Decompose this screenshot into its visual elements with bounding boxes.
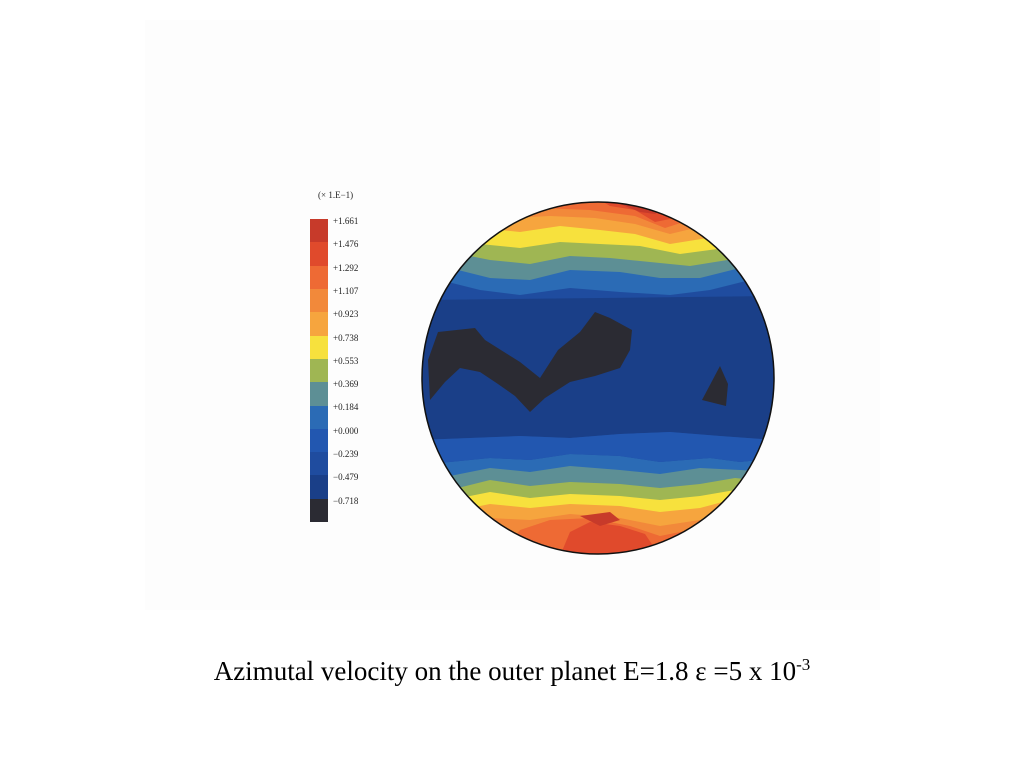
- legend-swatch: [310, 358, 328, 383]
- legend-swatch: [310, 219, 328, 243]
- figure-caption: Azimutal velocity on the outer planet E=…: [0, 655, 1024, 687]
- legend-unit-label: (× 1.E−1): [318, 190, 354, 200]
- legend-level-label: +1.661: [333, 216, 359, 226]
- legend-swatch: [310, 428, 328, 453]
- planet-outline: [421, 201, 775, 555]
- legend-swatch: [310, 242, 328, 266]
- legend-swatch: [310, 382, 328, 406]
- legend-level-label: +0.553: [333, 355, 359, 366]
- legend-level-label: +1.292: [333, 262, 359, 273]
- caption-text: Azimutal velocity on the outer planet E=…: [213, 656, 797, 686]
- caption-exponent: -3: [796, 655, 811, 674]
- legend-level-label: +0.738: [333, 332, 359, 343]
- legend-level-label: −0.479: [333, 472, 359, 483]
- legend-swatch: [310, 265, 328, 289]
- legend-swatch: [310, 335, 328, 359]
- legend-level-label: −0.239: [333, 449, 359, 460]
- legend-swatch: [310, 288, 328, 313]
- contour-region: [702, 366, 728, 406]
- legend-swatch: [310, 312, 328, 336]
- color-legend-bar: [310, 219, 328, 523]
- legend-level-label: +1.107: [333, 285, 359, 296]
- contour-region: [428, 312, 632, 412]
- contour-region: [560, 522, 660, 554]
- legend-level-label: +0.000: [333, 425, 359, 436]
- contour-region: [422, 432, 774, 464]
- legend-swatch: [310, 452, 328, 476]
- legend-swatch: [310, 475, 328, 499]
- contour-region: [580, 512, 620, 526]
- legend-level-label: +1.476: [333, 239, 359, 250]
- legend-level-label: +0.369: [333, 379, 359, 390]
- legend-level-label: +0.923: [333, 309, 359, 320]
- azimuthal-velocity-contour-plot: [421, 201, 775, 555]
- legend-level-label: −0.718: [333, 495, 359, 506]
- legend-level-label: +0.184: [333, 402, 359, 413]
- legend-swatch: [310, 498, 328, 523]
- legend-swatch: [310, 405, 328, 429]
